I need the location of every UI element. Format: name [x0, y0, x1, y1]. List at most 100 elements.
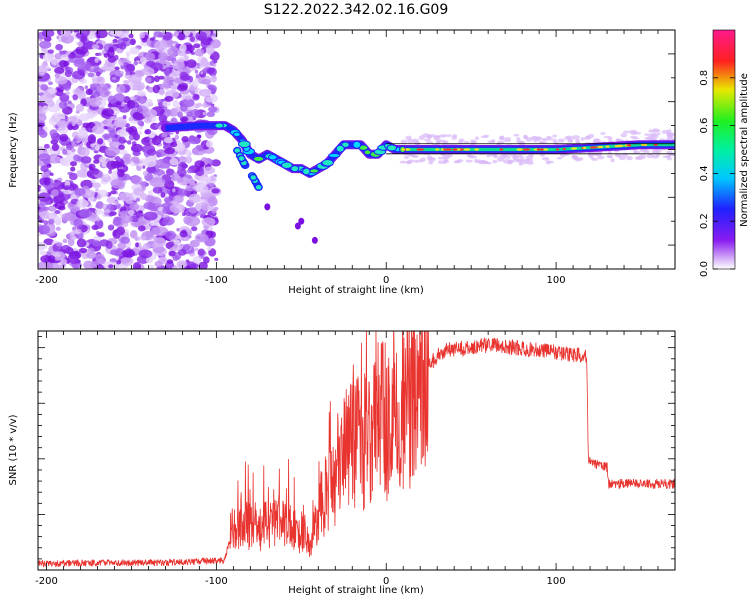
- noise-blob: [184, 44, 195, 53]
- noise-blob: [62, 83, 70, 90]
- noise-blob: [166, 259, 174, 264]
- halo-blob: [603, 135, 612, 139]
- noise-blob: [132, 81, 145, 91]
- halo-blob: [622, 130, 631, 134]
- noise-blob: [202, 111, 207, 116]
- noise-blob: [211, 36, 217, 40]
- halo-blob: [412, 138, 419, 142]
- noise-blob: [38, 241, 46, 251]
- noise-blob: [120, 70, 125, 74]
- noise-blob: [117, 242, 127, 250]
- noise-blob: [145, 52, 156, 61]
- noise-blob: [163, 136, 173, 144]
- noise-blob: [43, 238, 54, 246]
- noise-blob: [56, 35, 60, 40]
- noise-blob: [48, 81, 53, 86]
- noise-blob: [65, 144, 73, 151]
- noise-blob: [54, 76, 68, 85]
- halo-blob: [435, 137, 442, 143]
- signal-peak: [590, 146, 595, 149]
- noise-blob: [179, 71, 189, 81]
- noise-blob: [94, 216, 101, 222]
- colorbar-tick-label: 0.6: [699, 118, 710, 134]
- noise-blob: [195, 184, 208, 193]
- halo-blob: [523, 134, 528, 140]
- signal-blob: [290, 165, 300, 173]
- noise-blob: [158, 32, 163, 38]
- halo-blob: [648, 129, 654, 133]
- signal-peak: [536, 148, 541, 151]
- signal-peak: [499, 148, 504, 151]
- noise-blob: [47, 205, 57, 212]
- noise-blob: [138, 126, 144, 130]
- signal-peak: [463, 148, 471, 151]
- halo-blob: [444, 134, 452, 137]
- noise-blob: [183, 243, 191, 251]
- halo-blob: [540, 141, 548, 144]
- noise-blob: [96, 83, 109, 93]
- signal-peak: [542, 148, 549, 151]
- noise-blob: [123, 79, 129, 85]
- noise-blob: [49, 172, 54, 176]
- noise-blob: [48, 88, 58, 94]
- noise-blob: [120, 236, 131, 244]
- noise-blob: [54, 72, 60, 79]
- halo-blob: [526, 161, 534, 165]
- noise-blob: [172, 188, 176, 193]
- noise-blob: [200, 202, 209, 211]
- noise-blob: [146, 149, 157, 156]
- noise-blob: [73, 30, 80, 34]
- noise-blob: [118, 214, 133, 224]
- noise-blob: [120, 210, 128, 216]
- noise-blob: [65, 91, 70, 96]
- halo-blob: [571, 135, 580, 140]
- halo-blob: [437, 156, 444, 160]
- signal-blob: [232, 131, 241, 137]
- noise-blob: [60, 30, 72, 38]
- halo-blob: [530, 136, 538, 141]
- noise-blob: [87, 121, 96, 129]
- noise-blob: [97, 232, 105, 238]
- noise-blob: [116, 260, 122, 265]
- noise-blob: [103, 61, 116, 72]
- halo-blob: [666, 132, 674, 136]
- halo-blob: [399, 160, 408, 164]
- noise-blob: [38, 224, 50, 235]
- halo-blob: [583, 137, 592, 140]
- noise-blob: [177, 156, 188, 164]
- noise-blob: [151, 226, 161, 235]
- noise-blob: [108, 264, 114, 269]
- noise-blob: [134, 265, 139, 269]
- halo-blob: [626, 155, 633, 161]
- noise-blob: [122, 249, 136, 258]
- noise-blob: [116, 129, 126, 136]
- signal-peak: [605, 145, 610, 148]
- signal-peak: [562, 147, 566, 151]
- halo-blob: [629, 135, 638, 139]
- noise-blob: [79, 78, 88, 85]
- halo-blob: [615, 154, 623, 158]
- noise-blob: [74, 187, 86, 196]
- noise-blob: [131, 146, 140, 153]
- noise-blob: [130, 175, 143, 185]
- halo-blob: [405, 135, 412, 141]
- noise-blob: [127, 74, 142, 84]
- noise-blob: [143, 96, 148, 100]
- noise-blob: [115, 101, 122, 106]
- noise-blob: [149, 177, 166, 188]
- noise-blob: [47, 49, 54, 54]
- noise-blob: [185, 50, 191, 55]
- noise-blob: [116, 83, 126, 94]
- halo-blob: [557, 138, 565, 143]
- noise-blob: [115, 203, 121, 209]
- noise-blob: [60, 244, 72, 254]
- noise-blob: [94, 208, 103, 215]
- noise-blob: [72, 93, 79, 101]
- halo-blob: [607, 150, 612, 154]
- noise-blob: [189, 239, 200, 248]
- halo-blob: [439, 134, 447, 138]
- noise-blob: [77, 69, 87, 76]
- noise-blob: [195, 73, 200, 79]
- noise-blob: [170, 142, 178, 148]
- noise-blob: [53, 180, 63, 190]
